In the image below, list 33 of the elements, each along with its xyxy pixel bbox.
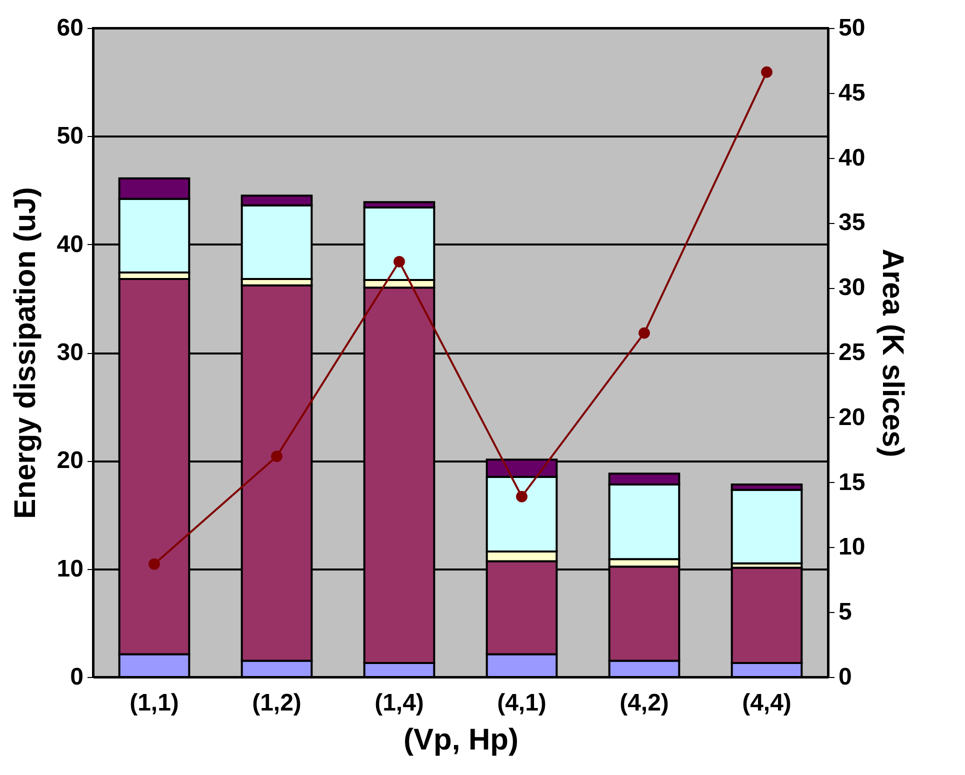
point — [148, 558, 160, 570]
y-tick-label: 60 — [56, 14, 84, 42]
y2-tick-label: 30 — [838, 274, 866, 302]
y2-tick-label: 40 — [838, 144, 866, 172]
point — [516, 490, 528, 502]
y-tick-label: 40 — [56, 230, 84, 258]
y2-tick-label: 5 — [838, 598, 852, 626]
y-tick-label: 10 — [56, 555, 84, 582]
x-tick-label: (1,2) — [252, 690, 302, 716]
x-tick-label: (4,2) — [620, 690, 669, 716]
x-axis-title: (Vp, Hp) — [404, 724, 518, 756]
x-tick-label: (1,1) — [130, 690, 179, 716]
point — [638, 327, 650, 339]
y-tick-label: 50 — [56, 122, 84, 150]
x-tick-label: (4,1) — [497, 690, 546, 716]
y2-tick-label: 15 — [838, 468, 866, 496]
y-tick-label: 0 — [70, 664, 84, 690]
x-tick-label: (1,4) — [374, 690, 424, 716]
point — [394, 256, 405, 268]
x-tick-label: (4,4) — [742, 690, 792, 716]
y2-tick-label: 25 — [838, 339, 866, 366]
y2-tick-label: 45 — [838, 79, 866, 106]
y-axis-title: Energy dissipation (uJ) — [8, 187, 42, 519]
y2-tick-label: 10 — [838, 534, 866, 561]
y-tick-label: 20 — [56, 447, 84, 474]
y2-tick-label: 35 — [838, 209, 866, 236]
point — [761, 66, 772, 78]
point — [271, 450, 282, 462]
y-tick-label: 30 — [56, 339, 84, 366]
y2-tick-label: 50 — [838, 14, 866, 42]
y2-tick-label: 20 — [838, 404, 866, 431]
y2-axis-title: Area (K slices) — [876, 248, 910, 458]
y2-tick-label: 0 — [838, 664, 852, 690]
